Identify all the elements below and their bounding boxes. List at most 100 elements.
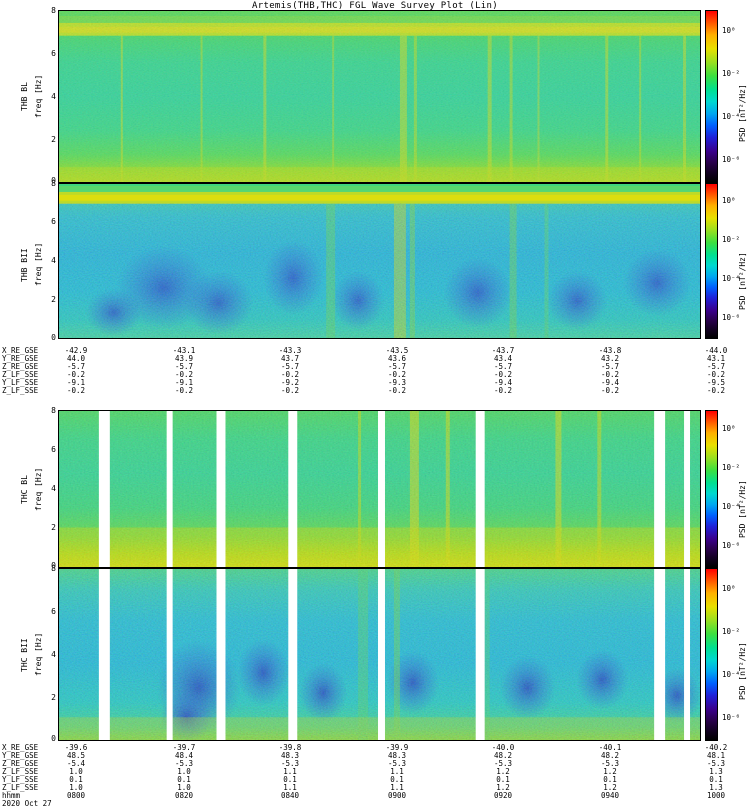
annotation-value: -39.6 (64, 743, 88, 752)
annotation-value: 0.1 (177, 775, 191, 784)
panel-thc-bii (58, 568, 701, 741)
ytick-thb-bii-4: 4 (51, 256, 56, 265)
ytick-thb-bl-2: 2 (51, 135, 56, 144)
annotation-value: 43.9 (174, 354, 194, 363)
annotation-value: -0.2 (174, 386, 194, 395)
yaxis-label-thc-bii: THC BII (20, 638, 29, 672)
annotation-value: -9.1 (174, 378, 194, 387)
ytick-thb-bl-6: 6 (51, 49, 56, 58)
time-tick-label: 0840 (280, 791, 300, 800)
annotation-label: Y_RE_GSE (2, 751, 39, 760)
annotation-label: Z_LF_SSE (2, 767, 39, 776)
time-tick-label: 0920 (493, 791, 513, 800)
annotation-value: -0.2 (493, 386, 513, 395)
colorbar-tick-thb-bl-1: 10⁻² (722, 69, 741, 78)
annotation-value: -43.1 (172, 346, 196, 355)
annotation-value: -5.3 (174, 759, 194, 768)
annotation-value: 1.1 (390, 783, 404, 792)
ytick-thb-bii-6: 6 (51, 217, 56, 226)
annotation-value: -0.2 (280, 386, 300, 395)
annotation-value: -39.7 (172, 743, 196, 752)
ytick-thb-bl-8: 8 (51, 6, 56, 15)
annotation-value: 0.1 (496, 775, 510, 784)
annotation-value: -5.7 (66, 362, 86, 371)
colorbar-tick-thc-bl-3: 10⁻⁶ (722, 541, 741, 550)
annotation-row: Z_LF_SSE -0.2 -0.2 -0.2 -0.2 -0.2 -0.2 -… (2, 387, 748, 395)
colorbar-gradient-thb-bl (706, 11, 717, 182)
spectrogram-thb-bii (59, 184, 700, 338)
annotation-value: 1.2 (603, 783, 617, 792)
annotation-value: 1.3 (709, 783, 723, 792)
colorbar-gradient-thb-bii (706, 184, 717, 338)
annotation-value: -40.2 (704, 743, 728, 752)
ytick-thc-bl-4: 4 (51, 484, 56, 493)
time-tick-label: 0900 (387, 791, 407, 800)
ytick-thb-bii-2: 2 (51, 295, 56, 304)
annotation-row: Z_RE_GSE -5.7 -5.7 -5.7 -5.7 -5.7 -5.7 -… (2, 363, 748, 371)
colorbar-tick-thb-bii-2: 10⁻⁴ (722, 274, 741, 283)
ytick-thb-bii-8: 8 (51, 179, 56, 188)
annotation-value: 0.1 (69, 775, 83, 784)
annotation-value: 1.1 (390, 767, 404, 776)
annotation-row: Z_LF_SSE 1.0 1.0 1.1 1.1 1.2 1.2 1.3 (2, 768, 748, 776)
colorbar-tick-thb-bii-0: 10⁰ (722, 196, 736, 205)
annotation-value: -0.2 (66, 386, 86, 395)
lower-axis-annotations: X_RE_GSE -39.6 -39.7 -39.8 -39.9 -40.0 -… (2, 744, 748, 808)
annotation-value: -42.9 (64, 346, 88, 355)
colorbar-thb-bii (705, 183, 718, 339)
annotation-value: -39.9 (385, 743, 409, 752)
annotation-value: -0.2 (387, 370, 407, 379)
annotation-value: 0.1 (283, 775, 297, 784)
annotation-label: Y_LF_SSE (2, 775, 39, 784)
annotation-value: -43.5 (385, 346, 409, 355)
annotation-value: 1.2 (496, 783, 510, 792)
annotation-value: 48.5 (66, 751, 86, 760)
annotation-value: -5.3 (706, 759, 726, 768)
colorbar-label-thc-bl: PSD [nT²/Hz] (738, 480, 747, 538)
annotation-value: 48.3 (280, 751, 300, 760)
annotation-label-hhmm: hhmm (2, 791, 21, 800)
annotation-value: -5.3 (387, 759, 407, 768)
colorbar-label-thc-bii: PSD [nT²/Hz] (738, 642, 747, 700)
annotation-value: 44.0 (66, 354, 86, 363)
annotation-value: -5.3 (600, 759, 620, 768)
annotation-value: 1.2 (496, 767, 510, 776)
annotation-label: X_RE_GSE (2, 743, 39, 752)
annotation-value: 1.2 (603, 767, 617, 776)
time-tick-label: 0820 (174, 791, 194, 800)
annotation-label: Z_LF_SSE (2, 386, 39, 395)
annotation-value: -0.2 (706, 370, 726, 379)
annotation-label: Y_LF_SSE (2, 378, 39, 387)
panel-thc-bl (58, 410, 701, 568)
colorbar-tick-thb-bii-1: 10⁻² (722, 235, 741, 244)
annotation-value: -5.4 (66, 759, 86, 768)
annotation-value: 43.2 (600, 354, 620, 363)
annotation-value: -5.7 (387, 362, 407, 371)
annotation-value: -9.2 (280, 378, 300, 387)
data-gap-group (98, 411, 691, 567)
ytick-thb-bl-0: 0 (51, 176, 56, 185)
annotation-value: -40.0 (491, 743, 515, 752)
annotation-value: 0.1 (603, 775, 617, 784)
annotation-value: 0.1 (390, 775, 404, 784)
annotation-value: -9.4 (600, 378, 620, 387)
page-title: Artemis(THB,THC) FGL Wave Survey Plot (L… (252, 1, 498, 11)
annotation-row: Y_RE_GSE 44.0 43.9 43.7 43.6 43.4 43.2 4… (2, 355, 748, 363)
annotation-value: -43.3 (278, 346, 302, 355)
annotation-value: -40.1 (598, 743, 622, 752)
annotation-value: -5.7 (600, 362, 620, 371)
annotation-value: 48.1 (706, 751, 726, 760)
spectrogram-thc-bii (59, 569, 700, 740)
colorbar-tick-thc-bl-0: 10⁰ (722, 424, 736, 433)
annotation-value: 48.2 (600, 751, 620, 760)
time-tick-label: 1000 (706, 791, 726, 800)
colorbar-tick-thc-bii-3: 10⁻⁶ (722, 713, 741, 722)
annotation-value: -0.2 (706, 386, 726, 395)
annotation-row: Z_RE_GSE -5.4 -5.3 -5.3 -5.3 -5.3 -5.3 -… (2, 760, 748, 768)
colorbar-gradient-thc-bl (706, 411, 717, 567)
annotation-value: -9.5 (706, 378, 726, 387)
annotation-value: -44.0 (704, 346, 728, 355)
colorbar-thb-bl (705, 10, 718, 183)
yaxis-label-thb-bl: THB BL (20, 82, 29, 112)
